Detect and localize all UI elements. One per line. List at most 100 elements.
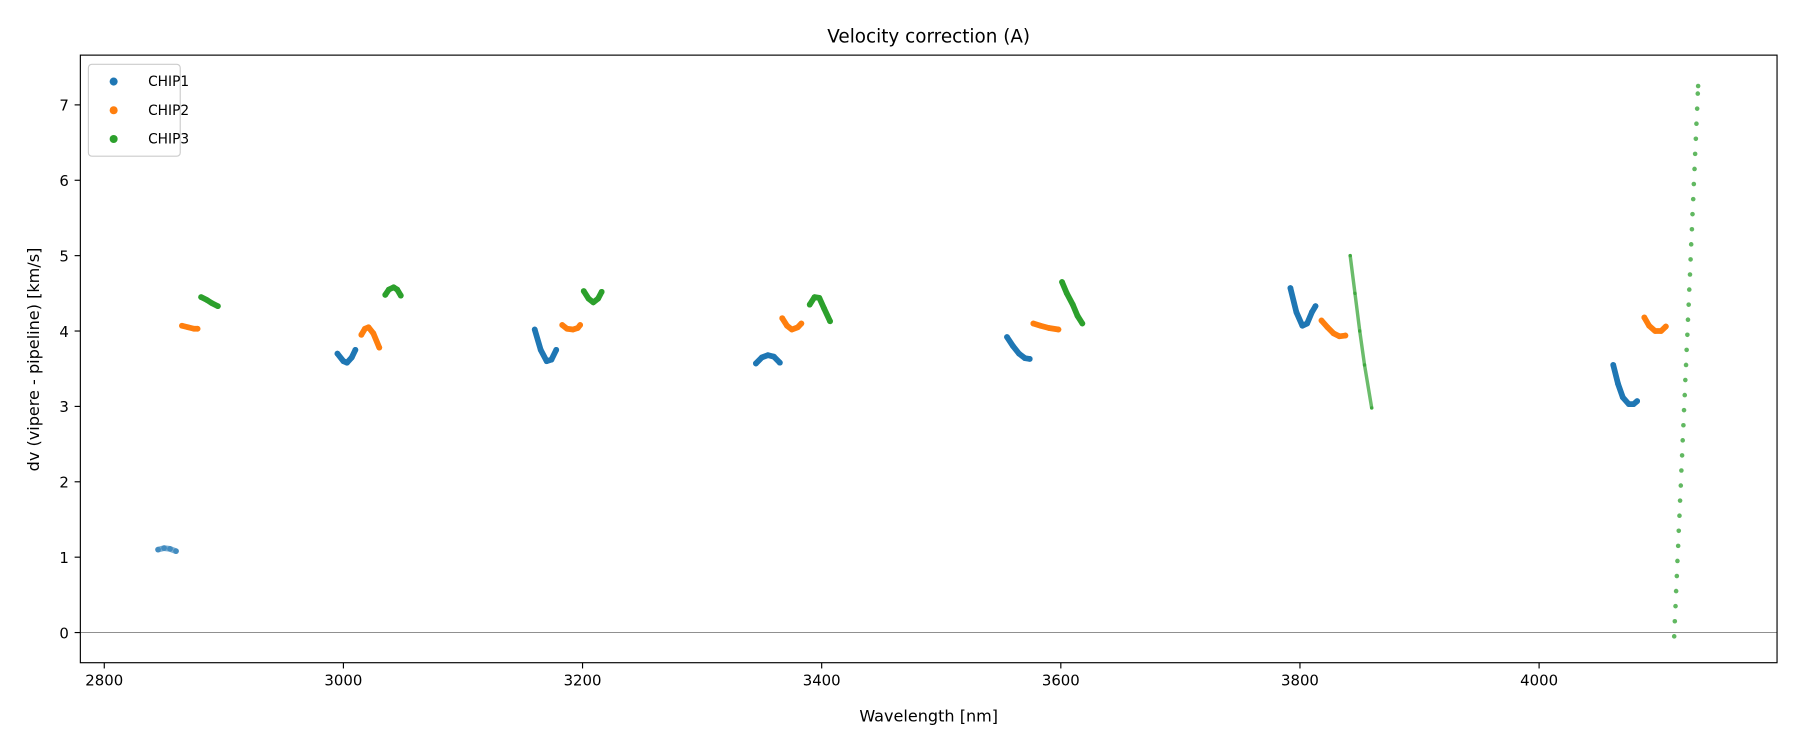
legend-label-chip2: CHIP2 [148, 103, 189, 119]
data-point [806, 301, 813, 308]
data-point [1674, 573, 1680, 579]
data-point [570, 326, 576, 333]
data-point [1681, 407, 1687, 413]
data-point [1673, 588, 1679, 594]
data-point [1679, 468, 1684, 473]
data-point [1026, 356, 1033, 362]
y-tick-label: 2 [59, 474, 68, 492]
data-point [1010, 343, 1016, 349]
data-point [1690, 211, 1695, 217]
data-point [1677, 513, 1682, 519]
data-point [1673, 603, 1678, 609]
x-tick-label: 3200 [564, 672, 602, 690]
data-point [590, 299, 597, 306]
y-axis: 0 1 2 3 4 5 6 7 [59, 97, 81, 642]
data-point [1362, 363, 1367, 367]
data-point [1063, 290, 1070, 297]
data-point [1342, 332, 1349, 339]
data-point [1634, 398, 1641, 405]
data-point [765, 352, 771, 359]
data-point [1030, 320, 1037, 327]
data-point [382, 291, 389, 298]
data-point [577, 322, 584, 328]
data-point [1662, 323, 1669, 330]
data-point [1690, 196, 1696, 202]
series-chip3 [198, 83, 1701, 639]
data-point [553, 347, 560, 353]
legend: CHIP1 CHIP2 CHIP3 [87, 63, 189, 157]
series-chip1 [155, 285, 1641, 555]
y-axis-label: dv (vipere - pipeline) [km/s] [24, 248, 43, 472]
data-point [1671, 634, 1677, 639]
data-point [1358, 329, 1362, 333]
data-point [1369, 406, 1374, 410]
data-point [798, 320, 805, 327]
data-point [376, 344, 383, 351]
data-point [1299, 322, 1306, 329]
data-point [1016, 350, 1022, 357]
x-tick-label: 3800 [1281, 672, 1319, 690]
data-point [1688, 257, 1693, 262]
data-point [352, 347, 359, 353]
data-point [348, 354, 355, 361]
data-point [564, 325, 570, 332]
legend-label-chip1: CHIP1 [148, 74, 189, 90]
data-point [543, 358, 550, 365]
data-point [753, 360, 759, 367]
data-point [1681, 422, 1686, 428]
data-point [1689, 226, 1695, 232]
data-point [784, 322, 790, 329]
data-point [1683, 362, 1689, 368]
data-point [198, 294, 204, 300]
y-tick-label: 4 [59, 323, 68, 341]
data-point [1676, 528, 1682, 534]
data-point [161, 545, 167, 552]
data-point [1683, 377, 1688, 383]
data-point [1625, 401, 1632, 408]
data-point [214, 303, 221, 310]
data-point [1685, 332, 1690, 338]
legend-marker-chip3 [109, 134, 118, 143]
y-tick-label: 0 [59, 624, 68, 642]
data-point [1641, 314, 1648, 321]
data-point [776, 359, 783, 366]
legend-box [87, 63, 181, 157]
data-point [179, 322, 185, 329]
data-point [1672, 618, 1678, 624]
data-point [365, 324, 372, 331]
chart-title: Velocity correction (A) [827, 26, 1030, 47]
data-point [1022, 355, 1028, 362]
data-point [370, 330, 377, 337]
data-point [385, 286, 392, 293]
data-point [770, 353, 777, 360]
data-point [598, 288, 605, 295]
y-tick-label: 6 [59, 172, 68, 190]
legend-label-chip3: CHIP3 [148, 132, 189, 148]
data-segment [531, 326, 560, 365]
data-point [811, 294, 818, 300]
data-point [394, 286, 401, 293]
data-point [1037, 322, 1044, 329]
data-point [794, 324, 801, 331]
data-point [1682, 392, 1688, 398]
data-point [1646, 322, 1652, 329]
data-point [1069, 301, 1076, 308]
data-point [531, 326, 538, 333]
data-point [173, 548, 179, 555]
x-tick-label: 2800 [85, 672, 123, 690]
data-point [779, 315, 786, 322]
data-segment [1287, 285, 1319, 329]
data-point [1055, 326, 1062, 333]
data-point [1336, 333, 1343, 340]
data-point [1686, 287, 1692, 292]
data-point [1686, 302, 1691, 307]
data-point [1675, 543, 1681, 549]
data-point [1695, 91, 1701, 96]
y-tick-label: 1 [59, 549, 68, 567]
data-point [1304, 320, 1311, 327]
x-tick-label: 4000 [1520, 672, 1558, 690]
data-point [1079, 320, 1086, 327]
data-point [1309, 309, 1315, 316]
data-point [1678, 483, 1684, 488]
plot-area [80, 83, 1778, 639]
